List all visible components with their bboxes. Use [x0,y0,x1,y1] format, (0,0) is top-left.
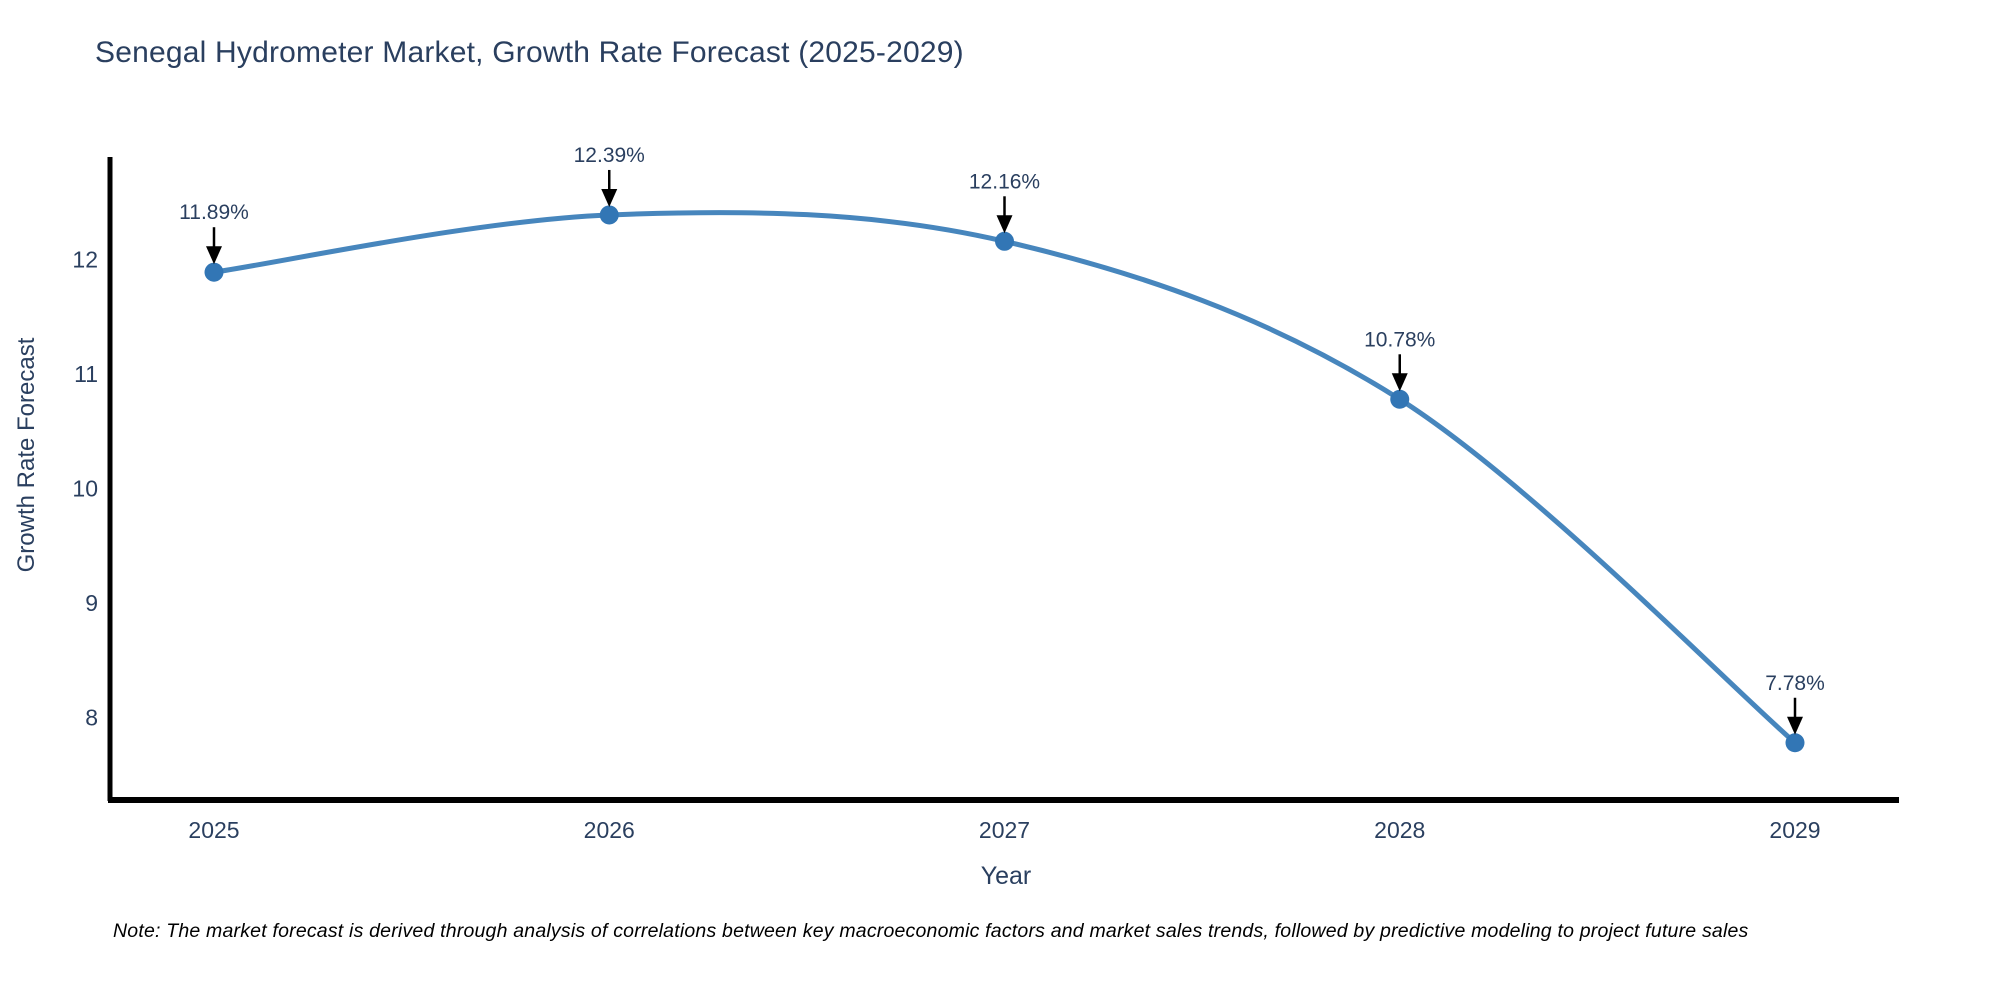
annotation-arrowhead-icon [996,215,1013,234]
annotation-label: 11.89% [179,201,249,224]
data-point[interactable] [1785,733,1805,753]
x-tick-label: 2027 [979,817,1030,843]
data-point[interactable] [204,262,224,282]
data-point[interactable] [1390,389,1410,409]
x-tick-label: 2028 [1374,817,1425,843]
y-tick-label: 11 [74,361,98,387]
x-tick-label: 2026 [584,817,635,843]
annotation-label: 12.16% [969,170,1040,193]
annotation-arrowhead-icon [1787,716,1803,735]
trend-line [211,210,1798,746]
chart-title: Senegal Hydrometer Market, Growth Rate F… [95,36,964,69]
annotation-arrowhead-icon [601,188,618,207]
data-point[interactable] [995,231,1014,251]
y-tick-label: 12 [72,247,98,273]
y-tick-label: 8 [85,705,98,731]
data-point[interactable] [599,205,619,225]
annotation-label: 12.39% [574,144,645,167]
x-tick-label: 2025 [188,817,239,843]
annotation-arrowhead-icon [206,246,222,265]
footnote: Note: The market forecast is derived thr… [113,920,1749,942]
annotation-label: 10.78% [1364,328,1435,351]
y-axis-title: Growth Rate Forecast [13,337,40,573]
annotation-label: 7.78% [1765,672,1825,695]
annotation-arrowhead-icon [1391,373,1408,392]
x-tick-label: 2029 [1769,817,1820,843]
y-tick-label: 10 [72,476,98,502]
y-tick-label: 9 [85,590,98,616]
x-axis-title: Year [980,862,1032,890]
